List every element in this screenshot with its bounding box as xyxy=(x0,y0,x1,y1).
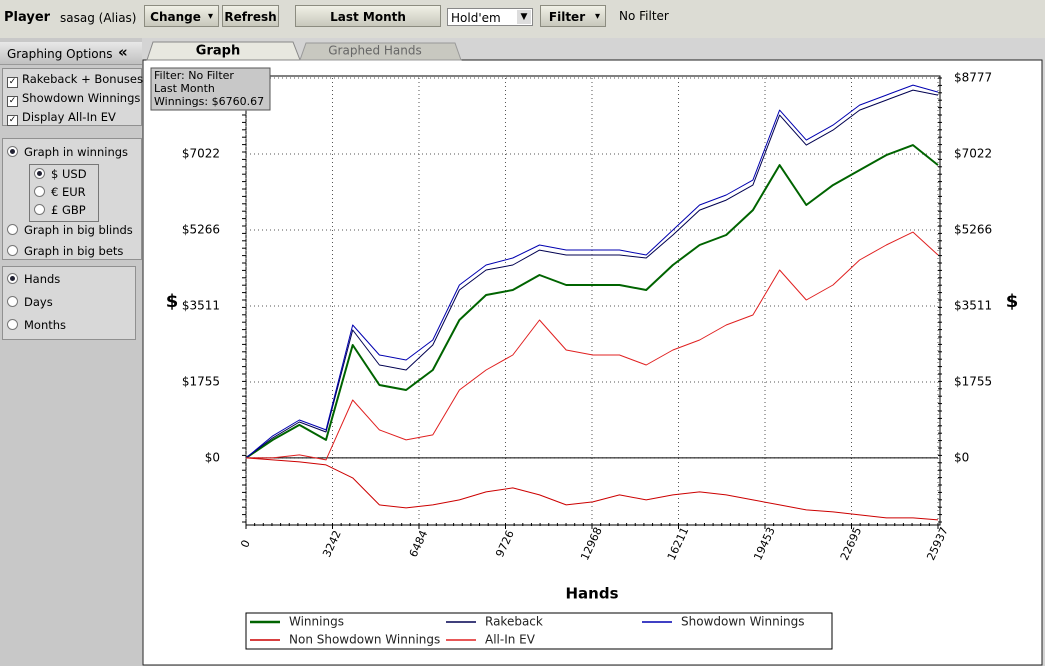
check-label: Display All-In EV xyxy=(22,110,116,124)
y2-tick-label: $5266 xyxy=(954,222,992,236)
radio-label: Hands xyxy=(24,272,61,286)
y2-tick-label: $7022 xyxy=(954,146,992,160)
y-tick-label: $3511 xyxy=(182,298,220,312)
tab-bg xyxy=(299,42,462,61)
radio-label: Days xyxy=(24,295,53,309)
x-axis-title: Hands xyxy=(565,585,618,603)
radio[interactable]: Graph in winnings xyxy=(7,145,128,159)
series-line xyxy=(245,84,939,459)
legend-label: Winnings xyxy=(289,615,344,629)
y-tick-label: $1755 xyxy=(182,374,220,388)
tab[interactable]: Graphed Hands xyxy=(328,44,421,58)
info-text: Filter: No Filter xyxy=(154,69,234,82)
filter-status: No Filter xyxy=(619,9,669,23)
check-label: Rakeback + Bonuses xyxy=(22,72,143,86)
legend-label: Rakeback xyxy=(485,615,543,629)
radio[interactable]: Graph in big blinds xyxy=(7,223,133,237)
radio[interactable]: Hands xyxy=(7,272,60,286)
radio-label: Months xyxy=(24,318,67,332)
sidebar-title: Graphing Options xyxy=(7,47,113,61)
currency-group: $ USD € EUR £ GBP xyxy=(29,164,99,222)
chart-panel xyxy=(142,59,1043,666)
radio-label: € EUR xyxy=(51,185,86,199)
y2-tick-label: $0 xyxy=(954,450,969,464)
y2-tick-label: $3511 xyxy=(954,298,992,312)
player-label: Player xyxy=(4,10,51,25)
legend-label: Showdown Winnings xyxy=(681,615,805,629)
y-tick-label: $0 xyxy=(205,450,220,464)
game-select[interactable]: Hold'em ▼ xyxy=(447,8,533,26)
info-text: Last Month xyxy=(154,82,215,95)
series-line xyxy=(245,89,939,459)
series-line xyxy=(245,144,939,459)
legend-label: All-In EV xyxy=(485,633,536,647)
y-tick-label: $5266 xyxy=(182,222,220,236)
check-label: Showdown Winnings xyxy=(22,91,141,105)
refresh-button[interactable]: Refresh xyxy=(222,5,279,27)
radio-label: £ GBP xyxy=(51,203,86,217)
radio[interactable]: Graph in big bets xyxy=(7,244,123,258)
legend-label: Non Showdown Winnings xyxy=(289,633,440,647)
radio[interactable]: € EUR xyxy=(34,185,86,199)
radio-label: $ USD xyxy=(51,167,87,181)
radio[interactable]: £ GBP xyxy=(34,203,86,217)
collapse-button[interactable]: « xyxy=(118,43,128,61)
game: Hold'em xyxy=(451,11,501,25)
sidebar: Graphing Options « ✓ Rakeback + Bonuses ✓… xyxy=(0,38,143,666)
series-line xyxy=(245,457,939,521)
radio[interactable]: Days xyxy=(7,295,53,309)
plot: 0 3242 6484 9726 12968 16211 19453 22695 25937$0… xyxy=(150,67,1019,650)
y2-axis-title: $ xyxy=(1006,291,1019,312)
radio-label: Graph in winnings xyxy=(24,145,129,159)
radio-label: Graph in big blinds xyxy=(24,223,133,237)
legend xyxy=(245,612,833,650)
checks-group: ✓ Rakeback + Bonuses ✓ Showdown Winnings ✓… xyxy=(2,68,143,126)
radio[interactable]: Months xyxy=(7,318,66,332)
xmode-group: Hands Days Months xyxy=(2,266,136,340)
checkbox[interactable]: ✓ Rakeback + Bonuses xyxy=(7,72,143,88)
y-tick-label: $7022 xyxy=(182,146,220,160)
toolbar: Player sasag (Alias) Change Refresh Last… xyxy=(0,0,1045,38)
change-button[interactable]: Change xyxy=(144,5,219,28)
info-box xyxy=(150,67,271,111)
tab-bg xyxy=(146,41,301,61)
period-button[interactable]: Last Month xyxy=(295,5,441,27)
sidebar-header: Graphing Options « xyxy=(0,42,142,65)
y2-tick-label: $1755 xyxy=(954,374,992,388)
radio-label: Graph in big bets xyxy=(24,244,124,258)
filter-button[interactable]: Filter xyxy=(540,5,606,28)
y2-tick-label: $8777 xyxy=(954,71,992,85)
x-tick-label: 0 xyxy=(238,538,253,550)
y-axis-title: $ xyxy=(166,291,179,312)
series-line xyxy=(246,231,939,461)
checkbox[interactable]: ✓ Display All-In EV xyxy=(7,110,116,126)
checkbox[interactable]: ✓ Showdown Winnings xyxy=(7,91,141,107)
units-group: Graph in winnings $ USD € EUR £ GBP Grap… xyxy=(2,138,142,260)
radio[interactable]: $ USD xyxy=(34,167,87,181)
alias: sasag (Alias) xyxy=(60,11,137,25)
info-text: Winnings: $6760.67 xyxy=(154,95,264,108)
tab[interactable]: Graph xyxy=(196,44,240,59)
